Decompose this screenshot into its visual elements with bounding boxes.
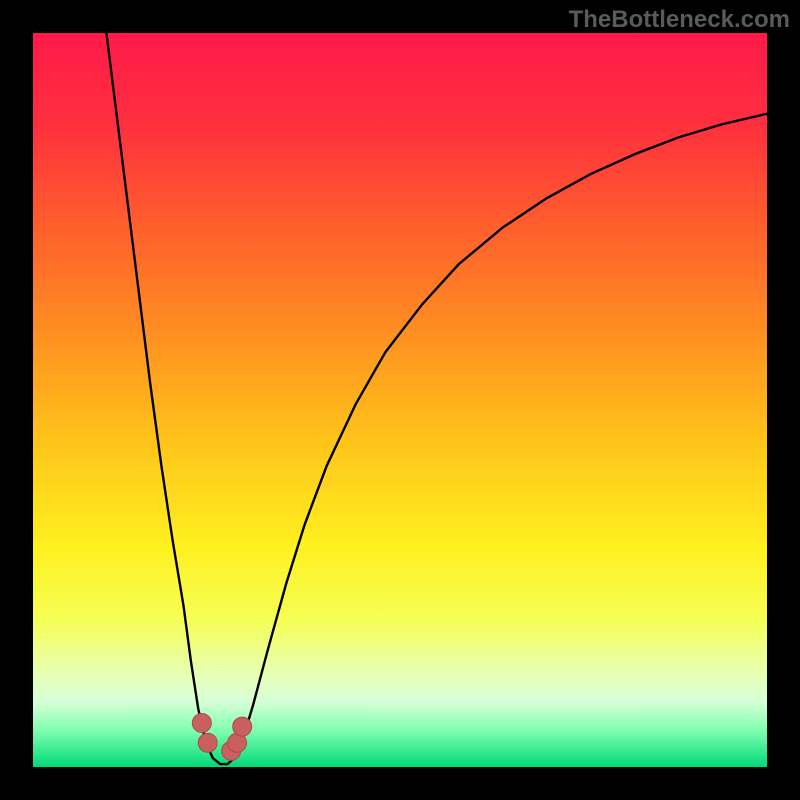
bottleneck-chart — [0, 0, 800, 800]
chart-container: TheBottleneck.com — [0, 0, 800, 800]
optimal-marker — [233, 717, 252, 736]
watermark-text: TheBottleneck.com — [569, 6, 790, 34]
optimal-marker — [192, 713, 211, 732]
optimal-marker — [198, 733, 217, 752]
plot-area — [33, 33, 767, 767]
